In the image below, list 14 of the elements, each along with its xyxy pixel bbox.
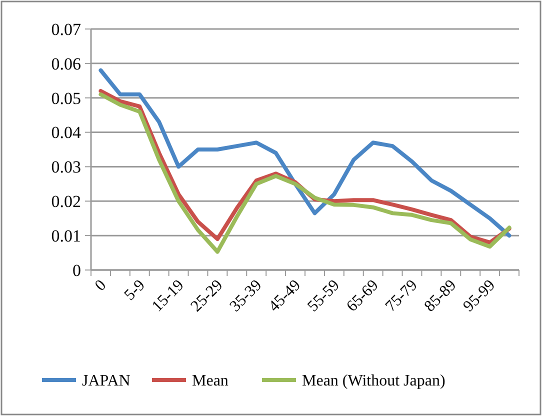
y-tick-label: 0 (72, 260, 81, 280)
y-tick-label: 0.03 (51, 158, 81, 177)
legend-label: JAPAN (82, 372, 131, 390)
legend-label: Mean (Without Japan) (302, 372, 446, 390)
legend-label: Mean (192, 372, 228, 390)
y-tick-label: 0.06 (51, 54, 81, 74)
y-tick-label: 0.07 (51, 20, 82, 39)
y-tick-label: 0.04 (51, 123, 82, 142)
y-tick-label: 0.05 (51, 88, 81, 108)
x-tick-label: 0 (92, 276, 110, 294)
line-series (98, 68, 512, 238)
x-tick-label: 5-9 (121, 276, 148, 304)
y-tick-label: 0.01 (51, 226, 81, 246)
y-tick-label: 0.02 (51, 192, 81, 212)
